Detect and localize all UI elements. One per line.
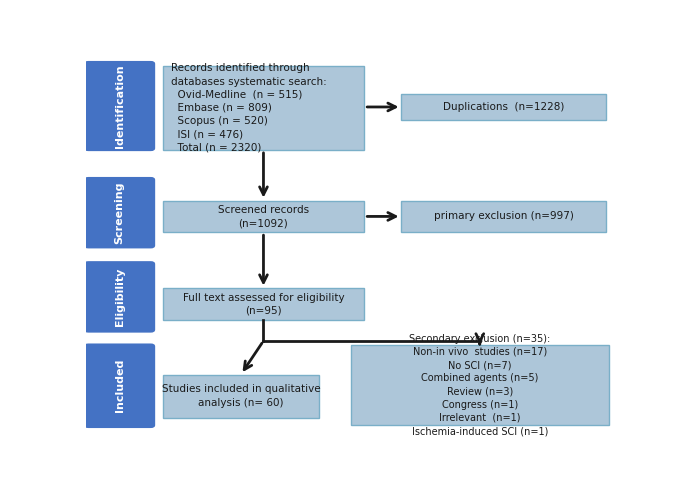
FancyBboxPatch shape bbox=[401, 201, 606, 232]
Text: Included: Included bbox=[114, 359, 125, 413]
Text: Full text assessed for eligibility
(n=95): Full text assessed for eligibility (n=95… bbox=[183, 293, 345, 316]
Text: Identification: Identification bbox=[114, 64, 125, 148]
Text: Secondary exclusion (n=35):
Non-in vivo  studies (n=17)
No SCI (n=7)
Combined ag: Secondary exclusion (n=35): Non-in vivo … bbox=[409, 333, 551, 436]
FancyBboxPatch shape bbox=[84, 61, 155, 151]
FancyBboxPatch shape bbox=[84, 261, 155, 332]
FancyBboxPatch shape bbox=[84, 177, 155, 248]
Text: Eligibility: Eligibility bbox=[114, 268, 125, 326]
Text: Studies included in qualitative
analysis (n= 60): Studies included in qualitative analysis… bbox=[162, 384, 320, 408]
FancyBboxPatch shape bbox=[162, 289, 364, 320]
Text: Screening: Screening bbox=[114, 181, 125, 244]
Text: Screened records
(n=1092): Screened records (n=1092) bbox=[218, 205, 309, 228]
Text: Records identified through
databases systematic search:
  Ovid-Medline  (n = 515: Records identified through databases sys… bbox=[171, 63, 326, 153]
FancyBboxPatch shape bbox=[401, 94, 606, 120]
FancyBboxPatch shape bbox=[351, 345, 608, 425]
FancyBboxPatch shape bbox=[162, 66, 364, 150]
Text: primary exclusion (n=997): primary exclusion (n=997) bbox=[434, 211, 573, 222]
FancyBboxPatch shape bbox=[162, 375, 319, 417]
FancyBboxPatch shape bbox=[84, 344, 155, 428]
Text: Duplications  (n=1228): Duplications (n=1228) bbox=[443, 102, 564, 112]
FancyBboxPatch shape bbox=[162, 201, 364, 232]
